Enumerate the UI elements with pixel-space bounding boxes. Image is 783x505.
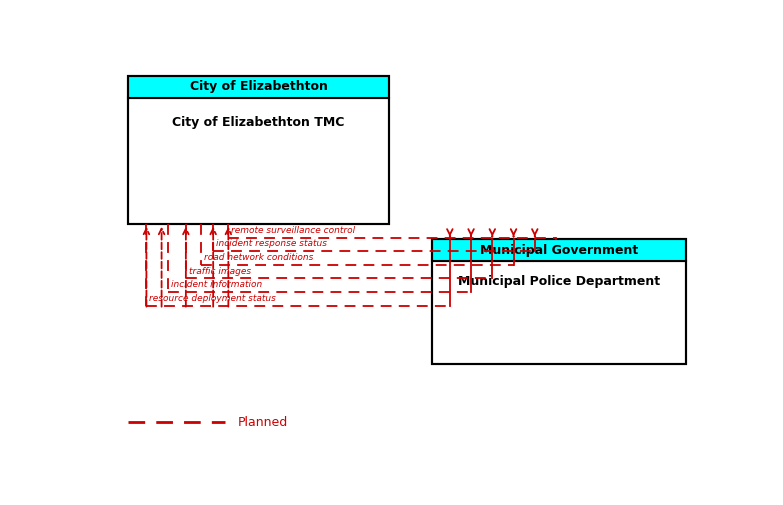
- Text: City of Elizabethton: City of Elizabethton: [189, 80, 327, 93]
- Bar: [128, 76, 389, 97]
- Text: Municipal Police Department: Municipal Police Department: [458, 275, 660, 288]
- Bar: [128, 76, 389, 224]
- Text: traffic images: traffic images: [189, 267, 251, 276]
- Text: incident response status: incident response status: [216, 239, 327, 248]
- Bar: [431, 261, 687, 364]
- Text: Municipal Government: Municipal Government: [480, 244, 638, 257]
- Text: Planned: Planned: [237, 416, 287, 429]
- Bar: [431, 239, 687, 261]
- Text: road network conditions: road network conditions: [204, 253, 313, 262]
- Bar: [431, 239, 687, 364]
- Bar: [128, 97, 389, 224]
- Text: resource deployment status: resource deployment status: [150, 294, 276, 303]
- Text: incident information: incident information: [171, 280, 262, 289]
- Text: City of Elizabethton TMC: City of Elizabethton TMC: [172, 116, 345, 129]
- Text: remote surveillance control: remote surveillance control: [232, 226, 355, 235]
